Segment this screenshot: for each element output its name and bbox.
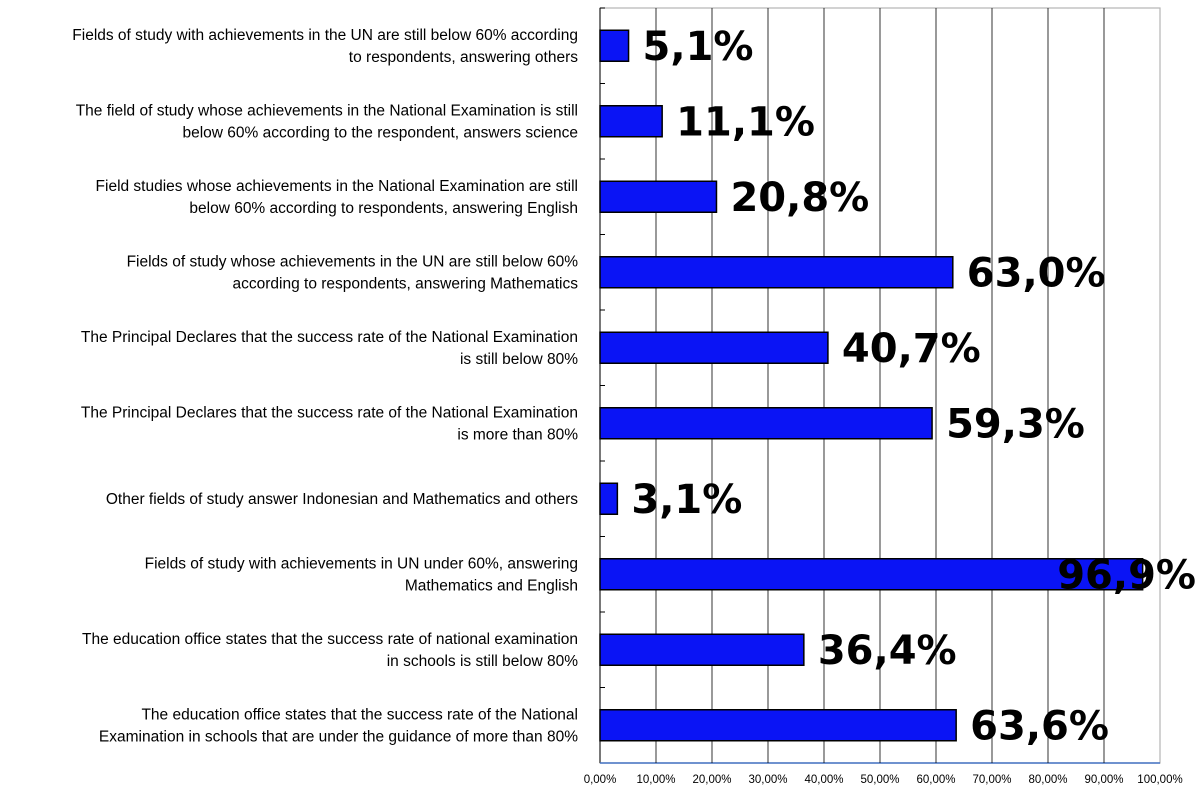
bars <box>599 29 1144 742</box>
data-label: 20,8% <box>730 175 869 221</box>
x-tick-label: 80,00% <box>1028 774 1067 786</box>
data-label: 63,0% <box>967 250 1106 296</box>
data-label: 36,4% <box>818 628 957 674</box>
bar <box>599 331 829 364</box>
x-tick-label: 90,00% <box>1084 774 1123 786</box>
category-label-line: according to respondents, answering Math… <box>233 275 579 292</box>
x-tick-label: 20,00% <box>692 774 731 786</box>
x-tick-label: 0,00% <box>584 774 617 786</box>
x-tick-label: 70,00% <box>972 774 1011 786</box>
x-tick-label: 50,00% <box>860 774 899 786</box>
bar <box>599 482 619 515</box>
data-label: 59,3% <box>946 401 1085 447</box>
category-label-line: The Principal Declares that the success … <box>81 329 578 346</box>
x-tick-label: 40,00% <box>804 774 843 786</box>
category-label-line: The Principal Declares that the success … <box>81 404 578 421</box>
bar <box>599 256 954 289</box>
x-axis-tick-labels: 0,00% 10,00% 20,00% 30,00% 40,00% 50,00% 60,00… <box>584 774 1183 786</box>
data-labels: 5,1% 11,1% 20,8% 63,0% 40,7% 59,3% 3,1% 96,9% 36… <box>631 24 1196 750</box>
data-label: 3,1% <box>631 477 742 523</box>
category-label-line: The education office states that the suc… <box>82 631 578 648</box>
bar <box>599 709 957 742</box>
category-label-line: below 60% according to the respondent, a… <box>183 124 579 141</box>
category-label: The field of study whose achievements in… <box>76 102 578 141</box>
category-label-line: is more than 80% <box>457 426 578 443</box>
category-label: The education office states that the suc… <box>99 706 578 745</box>
category-label-line: in schools is still below 80% <box>387 653 578 670</box>
x-tick-label: 10,00% <box>636 774 675 786</box>
category-label: Fields of study with achievements in UN … <box>145 555 578 594</box>
bar <box>599 180 718 213</box>
data-label: 5,1% <box>643 24 754 70</box>
category-label-line: Fields of study whose achievements in th… <box>127 253 579 270</box>
x-tick-label: 60,00% <box>916 774 955 786</box>
data-label: 96,9% <box>1057 552 1196 598</box>
bar <box>599 407 933 440</box>
category-label-line: Mathematics and English <box>405 577 578 594</box>
category-label-line: The field of study whose achievements in… <box>76 102 578 119</box>
category-label-line: is still below 80% <box>460 351 578 368</box>
data-label: 40,7% <box>842 326 981 372</box>
category-label: Other fields of study answer Indonesian … <box>106 491 578 508</box>
category-label: The Principal Declares that the success … <box>81 404 578 443</box>
category-label-line: Field studies whose achievements in the … <box>96 178 578 195</box>
category-label-line: below 60% according to respondents, answ… <box>189 200 578 217</box>
bar <box>599 29 630 62</box>
category-label: Fields of study with achievements in the… <box>72 27 578 66</box>
category-label: Field studies whose achievements in the … <box>96 178 578 217</box>
bar <box>599 105 663 138</box>
category-label-line: Fields of study with achievements in the… <box>72 27 578 44</box>
x-tick-label: 30,00% <box>748 774 787 786</box>
category-label-line: Other fields of study answer Indonesian … <box>106 491 578 508</box>
category-label: Fields of study whose achievements in th… <box>127 253 579 292</box>
data-label: 63,6% <box>970 703 1109 749</box>
category-labels: Fields of study with achievements in the… <box>72 27 578 746</box>
category-label: The education office states that the suc… <box>82 631 578 670</box>
bar <box>599 558 1144 591</box>
data-label: 11,1% <box>676 99 815 145</box>
category-label-line: Fields of study with achievements in UN … <box>145 555 578 572</box>
gridlines <box>655 8 1105 763</box>
category-label-line: The education office states that the suc… <box>141 706 578 723</box>
category-label-line: to respondents, answering others <box>349 49 578 66</box>
category-label: The Principal Declares that the success … <box>81 329 578 368</box>
category-label-line: Examination in schools that are under th… <box>99 728 578 745</box>
bar <box>599 633 805 666</box>
x-tick-label: 100,00% <box>1137 774 1182 786</box>
